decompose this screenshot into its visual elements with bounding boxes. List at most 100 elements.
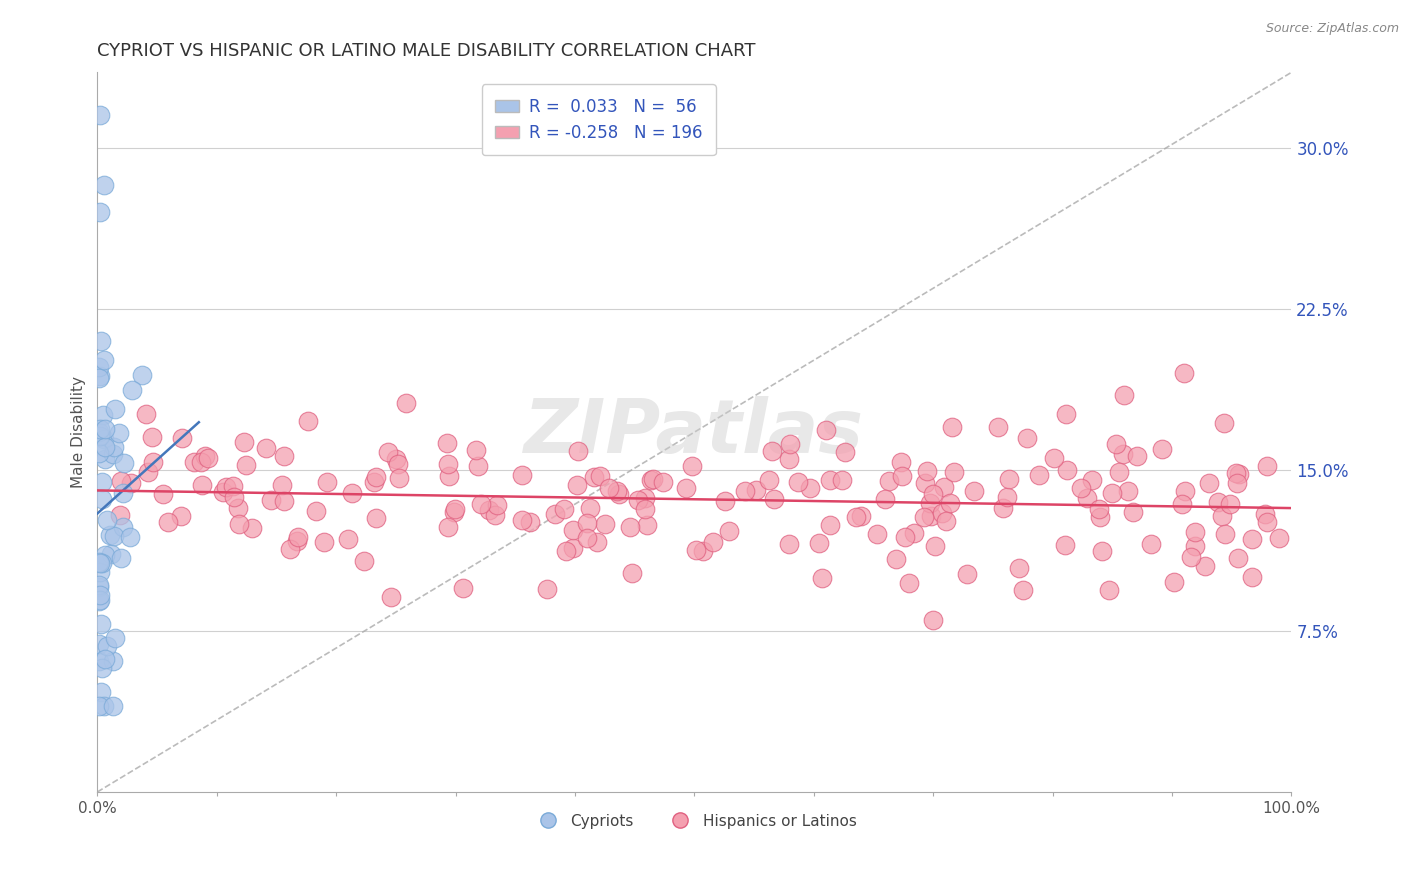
Point — [934, 480, 956, 494]
Point — [222, 479, 245, 493]
Point — [388, 471, 411, 485]
Point — [758, 473, 780, 487]
Point — [1043, 451, 1066, 466]
Point — [922, 487, 945, 501]
Point — [485, 498, 508, 512]
Point — [111, 486, 134, 500]
Point — [103, 528, 125, 542]
Point — [363, 475, 385, 489]
Point — [89, 566, 111, 580]
Point — [1256, 515, 1278, 529]
Point — [93, 432, 115, 446]
Text: CYPRIOT VS HISPANIC OR LATINO MALE DISABILITY CORRELATION CHART: CYPRIOT VS HISPANIC OR LATINO MALE DISAB… — [97, 42, 756, 60]
Point — [942, 465, 965, 479]
Legend: Cypriots, Hispanics or Latinos: Cypriots, Hispanics or Latinos — [526, 807, 862, 835]
Point — [87, 594, 110, 608]
Point — [987, 419, 1010, 434]
Point — [579, 501, 602, 516]
Point — [939, 496, 962, 510]
Point — [605, 483, 627, 498]
Point — [260, 492, 283, 507]
Point — [1225, 466, 1247, 480]
Point — [380, 590, 402, 604]
Point — [1053, 538, 1076, 552]
Point — [891, 468, 914, 483]
Point — [595, 517, 617, 532]
Point — [834, 445, 856, 459]
Point — [890, 455, 912, 469]
Point — [897, 576, 920, 591]
Point — [138, 465, 160, 479]
Point — [714, 494, 737, 508]
Point — [1101, 486, 1123, 500]
Point — [190, 455, 212, 469]
Point — [831, 473, 853, 487]
Point — [336, 532, 359, 546]
Point — [183, 455, 205, 469]
Point — [553, 502, 575, 516]
Point — [89, 429, 111, 443]
Point — [634, 491, 657, 505]
Point — [1241, 532, 1264, 546]
Point — [956, 566, 979, 581]
Point — [470, 497, 492, 511]
Point — [197, 450, 219, 465]
Point — [886, 551, 908, 566]
Point — [778, 452, 800, 467]
Point — [87, 654, 110, 668]
Point — [734, 484, 756, 499]
Point — [634, 502, 657, 516]
Point — [762, 492, 785, 507]
Point — [228, 517, 250, 532]
Point — [100, 548, 122, 562]
Point — [920, 496, 942, 510]
Point — [1229, 467, 1251, 482]
Point — [745, 483, 768, 497]
Point — [93, 408, 115, 422]
Point — [121, 383, 143, 397]
Point — [652, 475, 675, 489]
Point — [912, 510, 935, 524]
Point — [778, 537, 800, 551]
Point — [681, 458, 703, 473]
Point — [1227, 550, 1250, 565]
Point — [845, 510, 868, 524]
Point — [1240, 569, 1263, 583]
Point — [135, 407, 157, 421]
Point — [589, 469, 612, 483]
Point — [194, 450, 217, 464]
Point — [1098, 582, 1121, 597]
Point — [1267, 531, 1289, 545]
Point — [89, 108, 111, 122]
Point — [170, 431, 193, 445]
Point — [111, 520, 134, 534]
Point — [915, 464, 938, 478]
Point — [101, 654, 124, 668]
Point — [1226, 475, 1249, 490]
Point — [273, 494, 295, 508]
Point — [110, 474, 132, 488]
Point — [94, 440, 117, 454]
Point — [108, 426, 131, 441]
Point — [1112, 447, 1135, 461]
Point — [1213, 526, 1236, 541]
Point — [437, 519, 460, 533]
Point — [619, 520, 641, 534]
Point — [963, 483, 986, 498]
Point — [436, 436, 458, 450]
Point — [1140, 537, 1163, 551]
Point — [1150, 442, 1173, 456]
Point — [342, 486, 364, 500]
Point — [1184, 539, 1206, 553]
Point — [240, 521, 263, 535]
Point — [536, 582, 558, 596]
Point — [1091, 543, 1114, 558]
Point — [364, 470, 387, 484]
Point — [100, 528, 122, 542]
Point — [87, 446, 110, 460]
Point — [364, 511, 387, 525]
Point — [787, 475, 810, 490]
Text: ZIPatlas: ZIPatlas — [524, 396, 865, 468]
Point — [142, 455, 165, 469]
Point — [91, 556, 114, 570]
